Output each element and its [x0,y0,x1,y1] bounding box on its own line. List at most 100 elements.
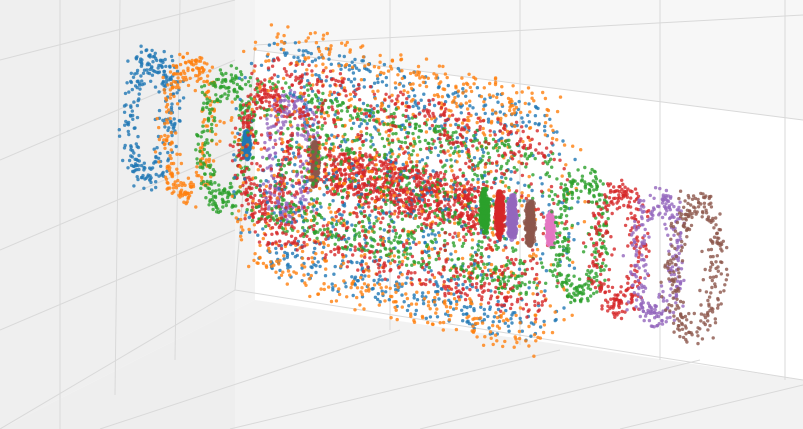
data-point [377,117,381,122]
data-point [224,203,228,208]
data-point [480,240,484,244]
data-point [137,92,141,96]
data-point [122,110,127,115]
data-point [314,161,318,165]
data-point [247,215,251,220]
data-point [294,208,299,212]
data-point [353,275,358,279]
data-point [334,170,338,174]
data-point [340,41,344,45]
data-point [446,202,450,206]
data-point [250,97,254,101]
data-point [357,171,361,175]
data-point [471,330,475,334]
data-point [279,126,284,130]
data-point [350,116,355,120]
data-point [253,193,257,198]
data-point [437,231,441,235]
data-point [486,314,490,319]
data-point [282,41,286,45]
data-point [369,244,373,248]
data-point [432,72,436,76]
data-point [318,201,322,206]
data-point [291,184,295,189]
data-point [269,113,273,118]
data-point [260,211,265,216]
data-point [464,223,468,228]
data-point [441,187,445,191]
data-point [280,202,284,206]
data-point [249,182,253,186]
data-point [456,94,460,98]
data-point [512,111,517,115]
data-point [153,51,157,55]
data-point [435,193,439,197]
data-point [399,57,404,61]
data-point [343,188,347,192]
data-point [462,185,466,189]
data-point [380,278,384,282]
data-point [280,158,285,162]
data-point [403,125,407,130]
data-point [199,76,203,81]
data-point [172,94,176,99]
data-point [214,123,219,128]
data-point [564,163,568,167]
data-point [166,83,170,87]
data-point [239,238,244,242]
data-point [232,190,236,194]
data-point [532,354,536,358]
data-point [418,215,422,220]
data-point [176,72,180,76]
data-point [172,79,176,84]
data-point [407,94,411,99]
data-point [529,334,533,338]
data-point [451,131,455,135]
data-point [453,249,458,254]
data-point [405,190,410,194]
data-point [400,69,404,73]
data-point [521,120,525,124]
data-point [441,165,445,169]
data-point [420,198,425,202]
data-point [290,251,295,256]
data-point [252,258,256,263]
data-point [304,117,309,122]
data-point [468,99,472,103]
data-point [473,77,478,81]
data-point [562,288,567,292]
data-point [476,180,480,185]
data-point [290,179,295,183]
data-point [570,313,574,317]
data-point [153,85,158,89]
data-point [281,219,285,223]
data-point [250,208,254,213]
data-point [296,229,300,234]
data-point [476,166,480,170]
data-point [160,82,164,86]
data-point [239,70,243,74]
data-point [271,86,275,91]
data-point [399,185,403,189]
data-point [426,233,431,237]
data-point [395,317,399,322]
data-point [504,176,508,180]
data-point [311,123,315,128]
data-point [179,181,183,185]
data-point [312,118,317,122]
data-point [274,251,279,255]
data-point [308,107,312,112]
data-point [374,163,378,167]
data-point [249,191,253,196]
data-point [292,169,296,174]
data-point [245,138,251,144]
data-point [487,93,492,97]
data-point [138,87,142,91]
data-point [166,150,170,155]
data-point [515,340,519,345]
data-point [271,82,275,86]
data-point [548,304,552,308]
data-point [393,81,398,85]
